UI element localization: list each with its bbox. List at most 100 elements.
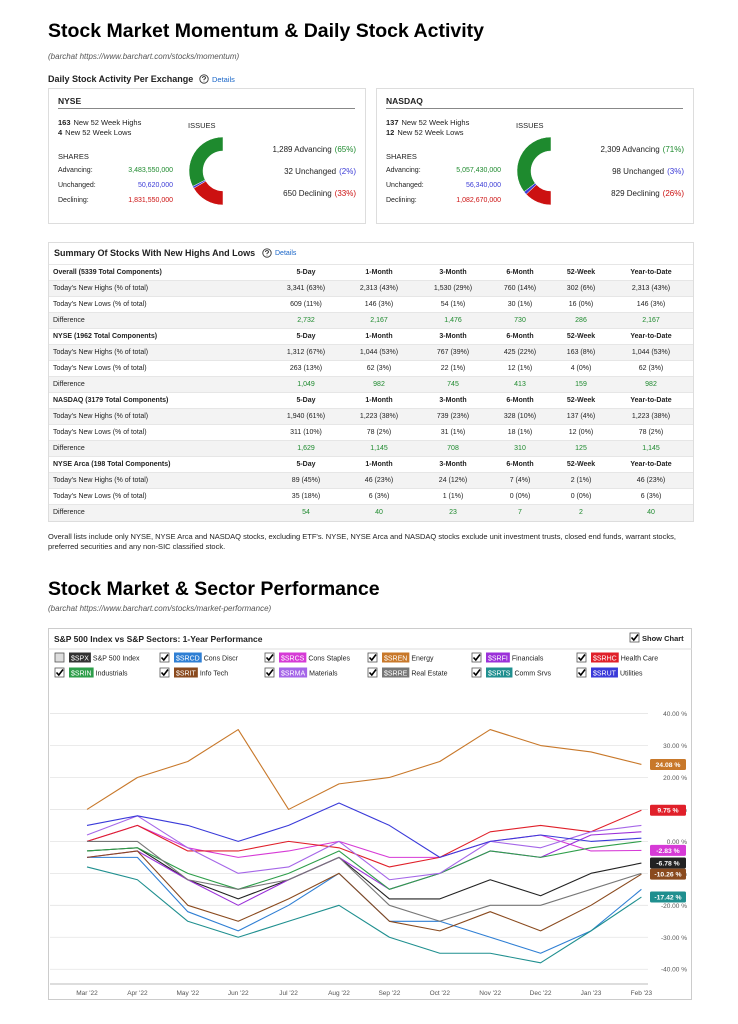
table-cell: 54 <box>302 509 310 516</box>
page-source: (barchat https://www.barchart.com/stocks… <box>48 52 240 61</box>
x-tick-label: Sep '22 <box>378 990 400 997</box>
series-line <box>86 728 642 810</box>
help-icon <box>262 248 272 258</box>
legend-symbol: $SRCS <box>281 656 305 663</box>
donut-segment <box>525 184 552 206</box>
table-cell: 22 (1%) <box>440 365 466 372</box>
y-tick-label: 0.00 % <box>667 839 687 846</box>
new-highs: 137 New 52 Week Highs <box>386 118 469 127</box>
end-label: 24.08 % <box>656 762 681 769</box>
chart-title: S&P 500 Index vs S&P Sectors: 1-Year Per… <box>54 634 263 644</box>
x-tick-label: Oct '22 <box>430 990 451 997</box>
end-label-box <box>650 758 686 770</box>
table-cell: 62 (3%) <box>366 365 392 372</box>
shares-value: 3,483,550,000 <box>128 167 173 174</box>
y-tick-label: -20.00 % <box>661 903 687 910</box>
show-chart-checkbox-mark <box>630 634 639 642</box>
table-cell: 1,223 (38%) <box>359 413 399 420</box>
table-cell: 263 (13%) <box>289 365 323 372</box>
exchange-box: NYSE 163 New 52 Week Highs 4 New 52 Week Low… <box>48 88 366 224</box>
issue-text: 98 Unchanged <box>612 167 665 176</box>
end-label-box <box>650 804 686 816</box>
table-cell: 1,049 <box>297 381 315 388</box>
table-cell: 1,044 (53%) <box>631 349 671 356</box>
end-label: 9.75 % <box>657 808 678 815</box>
table-row: Today's New Lows (% of total) 609 (11%) 14… <box>49 296 693 313</box>
y-tick-label: 30.00 % <box>663 743 687 750</box>
legend-name: Materials <box>309 671 338 678</box>
legend-checkbox <box>159 667 170 678</box>
legend-name: S&P 500 Index <box>93 656 140 663</box>
footnote: Overall lists include only NYSE, NYSE Ar… <box>48 532 676 551</box>
summary-table: Summary Of Stocks With New Highs And Low… <box>48 242 694 522</box>
end-label-box <box>650 868 686 880</box>
table-cell: 146 (3%) <box>364 301 394 308</box>
table-cell: 982 <box>373 381 385 388</box>
table-cell: 78 (2%) <box>366 429 392 436</box>
lows-count: 12 <box>386 128 395 137</box>
page-title: Stock Market Momentum & Daily Stock Acti… <box>48 20 484 42</box>
end-label: -6.78 % <box>656 861 679 868</box>
table-header-cell: 1-Month <box>365 269 393 276</box>
issues-donut <box>188 136 224 206</box>
y-tick-label: -30.00 % <box>661 935 687 942</box>
table-cell: 7 <box>518 509 522 516</box>
legend-checkbox <box>54 667 65 678</box>
issue-pct: (71%) <box>662 145 684 154</box>
details-link[interactable]: Details <box>275 250 297 257</box>
legend-name: Energy <box>411 656 434 663</box>
show-chart-label: Show Chart <box>642 634 684 643</box>
highs-text: New 52 Week Highs <box>73 118 142 127</box>
legend-checkbox-mark <box>265 669 274 677</box>
legend-name: Cons Discr <box>204 656 239 663</box>
issue-pct: (26%) <box>662 189 684 198</box>
issue-text: 829 Declining <box>611 189 660 198</box>
summary-title: Summary Of Stocks With New Highs And Low… <box>54 248 256 258</box>
table-cell: 163 (8%) <box>566 349 596 356</box>
table-header-cell: Year-to-Date <box>630 461 672 468</box>
donut-segment <box>516 136 552 193</box>
shares-label: Unchanged: <box>386 182 424 189</box>
legend-symbol-box <box>591 667 618 678</box>
table-cell: 1,530 (29%) <box>433 285 473 292</box>
table-header-cell: 6-Month <box>506 333 534 340</box>
legend-checkbox <box>367 667 378 678</box>
lows-text: New 52 Week Lows <box>397 128 464 137</box>
table-header-cell: 6-Month <box>506 269 534 276</box>
legend-symbol-box <box>69 667 94 678</box>
legend-symbol-box <box>591 652 619 663</box>
series-line <box>86 831 642 906</box>
legend-checkbox-mark <box>472 654 481 662</box>
legend-symbol: $SRIN <box>71 671 92 678</box>
shares-value: 56,340,000 <box>465 182 501 189</box>
x-tick-label: Apr '22 <box>127 990 148 997</box>
table-cell: 6 (3%) <box>640 493 662 500</box>
table-row: NYSE (1962 Total Components) 5-Day 1-Month… <box>49 328 693 345</box>
table-cell: Today's New Lows (% of total) <box>53 493 147 500</box>
table-cell: 1,223 (38%) <box>631 413 671 420</box>
issue-text: 2,309 Advancing <box>600 145 660 154</box>
details-link[interactable]: Details <box>212 75 235 84</box>
table-cell: Difference <box>53 509 85 516</box>
legend-symbol: $SREN <box>384 656 407 663</box>
highs-text: New 52 Week Highs <box>401 118 470 127</box>
series-line <box>86 824 642 858</box>
table-cell: 2 <box>579 509 583 516</box>
y-tick-label: 40.00 % <box>663 711 687 718</box>
table-cell: 6 (3%) <box>368 493 390 500</box>
end-label: -10.26 % <box>654 872 681 879</box>
x-tick-label: May '22 <box>177 990 200 997</box>
issue-row: 98 Unchanged (3%) <box>612 167 684 176</box>
table-cell: 310 <box>514 445 526 452</box>
series-line <box>86 866 642 964</box>
x-tick-label: Jul '22 <box>279 990 298 997</box>
table-cell: 62 (3%) <box>638 365 664 372</box>
x-tick-label: Jan '23 <box>581 990 602 997</box>
table-header-cell: 1-Month <box>365 333 393 340</box>
y-tick-label: 20.00 % <box>663 775 687 782</box>
issue-pct: (3%) <box>667 167 684 176</box>
highs-count: 163 <box>58 118 71 127</box>
table-cell: 982 <box>645 381 657 388</box>
legend-checkbox <box>264 652 275 663</box>
legend-checkbox-mark <box>472 669 481 677</box>
